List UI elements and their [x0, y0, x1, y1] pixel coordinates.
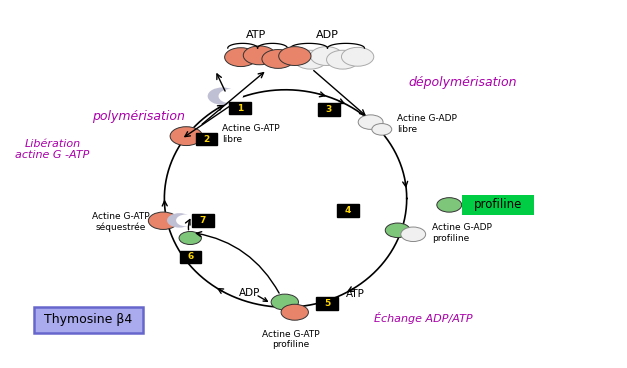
Circle shape	[176, 215, 196, 226]
Text: Actine G-ADP
profiline: Actine G-ADP profiline	[432, 223, 492, 243]
FancyBboxPatch shape	[34, 307, 142, 333]
Text: ADP: ADP	[316, 30, 339, 40]
Text: Actine G-ATP
libre: Actine G-ATP libre	[223, 124, 280, 144]
Text: Thymosine β4: Thymosine β4	[45, 313, 133, 326]
Text: Échange ADP/ATP: Échange ADP/ATP	[374, 312, 473, 324]
Text: ADP: ADP	[239, 288, 260, 298]
Circle shape	[342, 47, 374, 66]
Circle shape	[262, 50, 294, 68]
Text: ATP: ATP	[246, 30, 266, 40]
Text: 4: 4	[345, 206, 351, 215]
Text: dépolymérisation: dépolymérisation	[408, 76, 517, 89]
Circle shape	[310, 47, 343, 66]
FancyBboxPatch shape	[462, 195, 534, 215]
Circle shape	[327, 50, 359, 69]
Text: 1: 1	[237, 104, 243, 113]
FancyBboxPatch shape	[196, 133, 218, 145]
Circle shape	[294, 50, 327, 69]
Text: Libération
actine G -ATP: Libération actine G -ATP	[15, 139, 90, 160]
Circle shape	[224, 48, 257, 67]
Text: Actine G-ADP
libre: Actine G-ADP libre	[398, 114, 457, 134]
Text: 7: 7	[200, 216, 206, 225]
Circle shape	[281, 304, 308, 320]
Text: polymérisation: polymérisation	[92, 110, 185, 123]
Circle shape	[243, 46, 276, 65]
Circle shape	[372, 124, 392, 135]
Circle shape	[278, 47, 311, 66]
Text: 6: 6	[187, 252, 193, 261]
Circle shape	[385, 223, 410, 237]
Text: 2: 2	[204, 135, 210, 144]
Circle shape	[401, 227, 426, 241]
Text: Actine G-ATP
profiline: Actine G-ATP profiline	[262, 330, 320, 349]
Circle shape	[149, 212, 178, 229]
Circle shape	[170, 127, 203, 146]
Circle shape	[208, 88, 238, 105]
Circle shape	[179, 231, 201, 244]
Text: ATP: ATP	[345, 290, 364, 300]
FancyBboxPatch shape	[192, 214, 214, 227]
FancyBboxPatch shape	[180, 251, 201, 263]
Circle shape	[271, 294, 298, 310]
FancyBboxPatch shape	[317, 297, 337, 310]
Text: 5: 5	[324, 299, 330, 308]
FancyBboxPatch shape	[229, 102, 251, 114]
Text: Actine G-ATP
séquestrée: Actine G-ATP séquestrée	[92, 212, 149, 232]
FancyBboxPatch shape	[337, 204, 359, 216]
FancyBboxPatch shape	[319, 103, 340, 116]
Text: profiline: profiline	[474, 198, 522, 211]
Text: 3: 3	[326, 105, 332, 114]
Circle shape	[167, 213, 192, 228]
Circle shape	[358, 115, 383, 130]
Circle shape	[437, 198, 461, 212]
Circle shape	[219, 89, 243, 103]
